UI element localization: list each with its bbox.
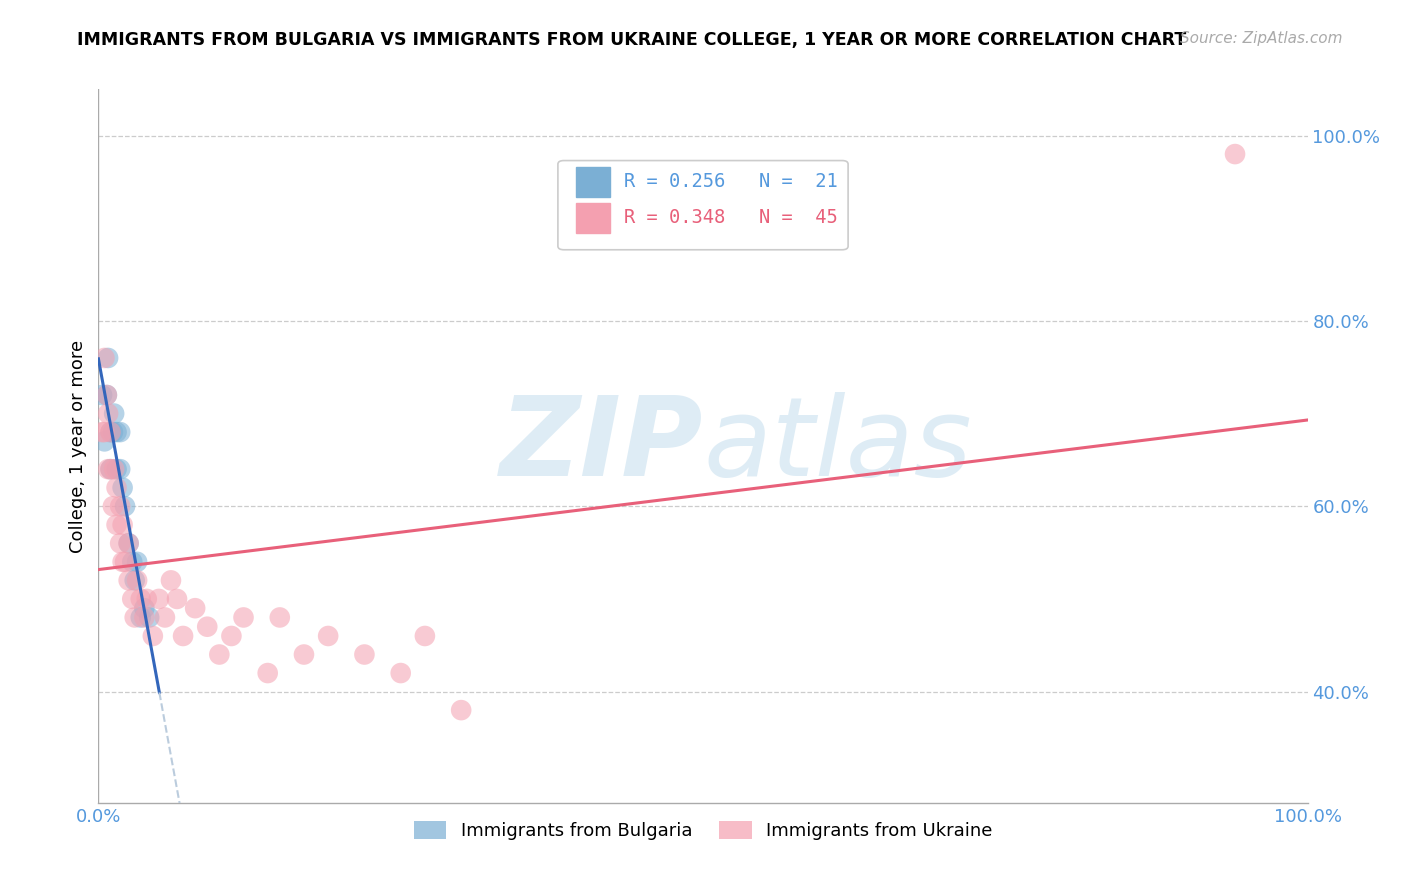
- Point: [100, 425, 122, 439]
- Point: [114, 500, 136, 514]
- Point: [93, 425, 115, 439]
- Point: [100, 462, 122, 476]
- Text: Source: ZipAtlas.com: Source: ZipAtlas.com: [1180, 31, 1343, 46]
- Point: [172, 629, 194, 643]
- Point: [292, 648, 315, 662]
- Point: [105, 481, 128, 495]
- Text: R = 0.348   N =  45: R = 0.348 N = 45: [624, 208, 838, 227]
- Point: [138, 610, 160, 624]
- Point: [96, 388, 118, 402]
- Point: [316, 629, 339, 643]
- Point: [134, 610, 156, 624]
- Point: [108, 536, 131, 550]
- Point: [111, 481, 134, 495]
- Point: [108, 425, 131, 439]
- Point: [450, 703, 472, 717]
- Point: [101, 425, 124, 439]
- Point: [184, 601, 207, 615]
- Point: [160, 574, 183, 588]
- Point: [121, 555, 143, 569]
- Text: R = 0.256   N =  21: R = 0.256 N = 21: [624, 172, 838, 192]
- Point: [124, 574, 146, 588]
- Point: [389, 666, 412, 681]
- Point: [103, 462, 125, 476]
- Point: [93, 434, 115, 449]
- Point: [118, 536, 141, 550]
- Point: [256, 666, 278, 681]
- FancyBboxPatch shape: [576, 202, 610, 233]
- Point: [111, 517, 134, 532]
- Point: [97, 351, 120, 365]
- Point: [148, 591, 170, 606]
- Point: [135, 591, 157, 606]
- Point: [108, 462, 131, 476]
- Point: [134, 601, 156, 615]
- Point: [221, 629, 243, 643]
- Point: [1223, 147, 1246, 161]
- Point: [142, 629, 165, 643]
- FancyBboxPatch shape: [558, 161, 848, 250]
- Point: [129, 610, 152, 624]
- Point: [124, 610, 146, 624]
- Point: [103, 407, 125, 421]
- Point: [232, 610, 254, 624]
- Point: [208, 648, 231, 662]
- Point: [269, 610, 291, 624]
- Point: [129, 591, 152, 606]
- Point: [91, 388, 114, 402]
- Point: [118, 536, 141, 550]
- Point: [413, 629, 436, 643]
- Legend: Immigrants from Bulgaria, Immigrants from Ukraine: Immigrants from Bulgaria, Immigrants fro…: [406, 814, 1000, 847]
- Point: [108, 500, 131, 514]
- Y-axis label: College, 1 year or more: College, 1 year or more: [69, 340, 87, 552]
- Point: [114, 555, 136, 569]
- Point: [353, 648, 375, 662]
- Point: [127, 555, 149, 569]
- Point: [195, 620, 218, 634]
- Point: [100, 425, 122, 439]
- Point: [166, 591, 188, 606]
- Point: [96, 388, 118, 402]
- Text: ZIP: ZIP: [499, 392, 703, 500]
- Point: [111, 555, 134, 569]
- Point: [105, 517, 128, 532]
- Text: IMMIGRANTS FROM BULGARIA VS IMMIGRANTS FROM UKRAINE COLLEGE, 1 YEAR OR MORE CORR: IMMIGRANTS FROM BULGARIA VS IMMIGRANTS F…: [77, 31, 1187, 49]
- Point: [127, 574, 149, 588]
- FancyBboxPatch shape: [576, 167, 610, 197]
- Point: [118, 574, 141, 588]
- Point: [153, 610, 176, 624]
- Point: [97, 462, 120, 476]
- Point: [105, 425, 128, 439]
- Point: [97, 407, 120, 421]
- Text: atlas: atlas: [703, 392, 972, 500]
- Point: [100, 462, 122, 476]
- Point: [91, 425, 114, 439]
- Point: [105, 462, 128, 476]
- Point: [101, 500, 124, 514]
- Point: [93, 351, 115, 365]
- Point: [121, 591, 143, 606]
